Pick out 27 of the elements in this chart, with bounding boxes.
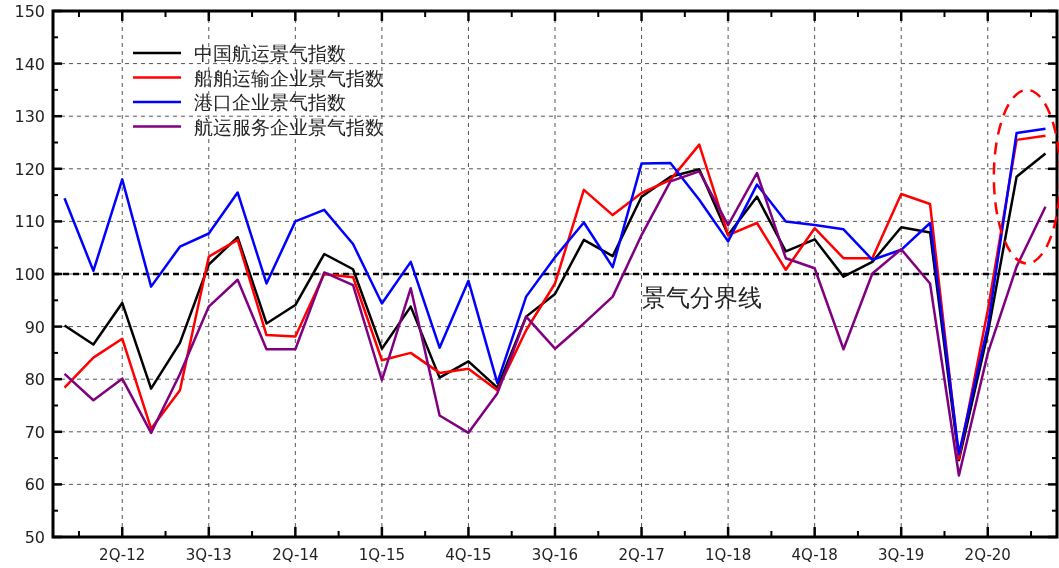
x-tick-label: 2Q-14 xyxy=(272,546,319,564)
ref-line-label: 景气分界线 xyxy=(641,284,762,312)
y-tick-label: 80 xyxy=(24,370,45,390)
x-tick-label: 3Q-13 xyxy=(185,546,232,564)
x-tick-label: 1Q-18 xyxy=(704,546,752,564)
y-tick-label: 140 xyxy=(14,54,45,74)
x-tick-label: 4Q-15 xyxy=(445,546,492,564)
y-tick-label: 130 xyxy=(14,107,45,127)
y-tick-label: 100 xyxy=(14,265,45,284)
y-tick-label: 50 xyxy=(24,528,45,547)
x-tick-label: 2Q-12 xyxy=(99,546,146,564)
legend-label: 中国航运景气指数 xyxy=(194,42,346,64)
y-tick-label: 90 xyxy=(24,317,45,337)
y-tick-label: 110 xyxy=(14,212,45,232)
legend-label: 港口企业景气指数 xyxy=(194,91,346,113)
x-tick-label: 3Q-16 xyxy=(531,546,579,564)
y-tick-label: 120 xyxy=(14,159,45,179)
legend-label: 船舶运输企业景气指数 xyxy=(194,66,384,89)
x-tick-label: 1Q-15 xyxy=(358,546,406,564)
y-tick-label: 60 xyxy=(24,475,45,495)
y-tick-label: 150 xyxy=(14,2,45,21)
x-tick-label: 4Q-18 xyxy=(791,546,838,564)
x-tick-label: 3Q-19 xyxy=(878,546,925,564)
legend-label: 航运服务企业景气指数 xyxy=(194,115,384,138)
y-tick-label: 70 xyxy=(24,422,45,442)
x-tick-label: 2Q-17 xyxy=(618,546,665,564)
x-tick-label: 2Q-20 xyxy=(964,546,1011,564)
